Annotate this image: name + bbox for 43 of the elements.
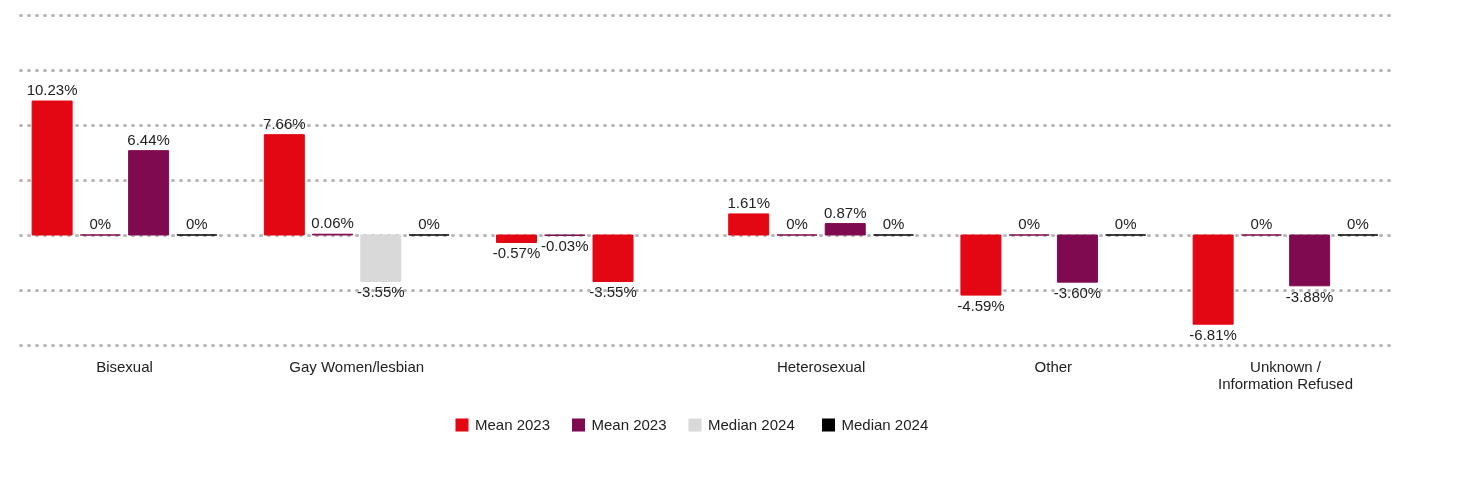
bar <box>360 234 402 282</box>
data-label: 0% <box>882 215 905 232</box>
x-tick-label: Unknown / Information Refused <box>1217 357 1354 392</box>
data-label: 0.87% <box>823 203 867 221</box>
data-label: -3.60% <box>1053 284 1102 302</box>
data-label: -0.57% <box>492 244 541 262</box>
data-label: 7.66% <box>263 114 306 132</box>
data-label: -4.59% <box>957 297 1005 315</box>
legend-label: Median 2024 <box>708 416 795 433</box>
bar <box>263 134 305 236</box>
x-tick-label: Other <box>1034 357 1073 375</box>
data-label: 0% <box>1250 215 1273 232</box>
x-tick-label: Heterosexual <box>776 357 866 375</box>
x-tick-label: Bisexual <box>96 357 153 375</box>
data-label: -3.88% <box>1285 287 1334 305</box>
bar <box>1289 234 1331 287</box>
bar <box>1192 234 1234 325</box>
data-label: 6.44% <box>127 130 170 148</box>
legend-label: Median 2024 <box>841 416 929 433</box>
data-label: -6.81% <box>1189 326 1237 344</box>
data-label: 10.23% <box>26 81 78 99</box>
bar <box>1056 234 1098 283</box>
bar <box>128 150 170 236</box>
bar <box>824 223 866 236</box>
bar <box>728 213 770 236</box>
data-label: 0% <box>786 215 808 232</box>
data-label: 0.06% <box>311 214 354 232</box>
data-label: 1.61% <box>727 193 770 211</box>
legend-label: Mean 2023 <box>475 416 551 433</box>
bar <box>960 234 1002 296</box>
bar <box>496 234 538 243</box>
data-label: 0% <box>186 215 208 232</box>
data-label: 0% <box>1018 215 1041 232</box>
bar <box>31 100 73 236</box>
x-tick-label: Gay Women/lesbian <box>289 357 425 375</box>
data-label: 0% <box>89 215 112 232</box>
legend-label: Mean 2023 <box>591 416 667 433</box>
data-label: 0% <box>1114 215 1137 232</box>
data-label: -3.55% <box>357 283 405 301</box>
data-label: -0.03% <box>541 237 589 255</box>
data-label: 0% <box>418 215 440 232</box>
data-label: 0% <box>1347 215 1369 232</box>
data-label: -3.55% <box>589 283 637 301</box>
